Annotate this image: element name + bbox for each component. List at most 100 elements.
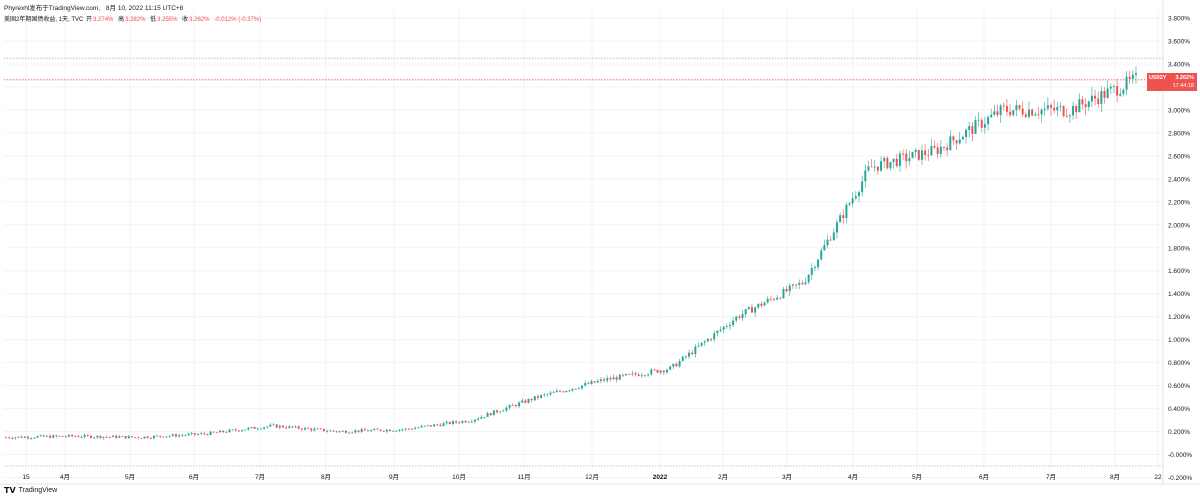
candle-body — [1135, 73, 1137, 75]
open-value: 3.274% — [93, 17, 114, 23]
x-tick-label: 6月 — [189, 473, 199, 481]
candle-body — [338, 431, 341, 433]
low-label: 低 — [150, 17, 157, 23]
candle-body — [983, 124, 986, 128]
candle-body — [713, 333, 716, 340]
candle-body — [64, 436, 67, 438]
candle-body — [212, 431, 215, 433]
last-price-badge: US02Y 3.262% 17:44:18 — [1147, 73, 1197, 91]
candle-body — [1116, 86, 1119, 96]
candle-body — [508, 405, 511, 408]
x-tick-label: 12月 — [585, 473, 599, 481]
low-value: 3.255% — [157, 17, 178, 23]
candle-body — [344, 430, 347, 433]
candle-body — [329, 430, 332, 432]
footer-logo-text: TradingView — [18, 487, 58, 494]
candle-body — [662, 370, 665, 373]
close-label: 收 — [182, 17, 189, 23]
candle-body — [590, 381, 593, 384]
x-tick-label: 15 — [22, 474, 30, 481]
candle-body — [678, 361, 681, 367]
candle-body — [1050, 105, 1053, 108]
candle-body — [187, 433, 190, 436]
candle-body — [1122, 89, 1125, 94]
candle-body — [924, 150, 927, 156]
candle-body — [184, 435, 187, 436]
candle-body — [892, 158, 895, 162]
candle-body — [942, 146, 945, 148]
candle-body — [445, 421, 448, 424]
candle-body — [518, 402, 521, 407]
candle-body — [17, 436, 20, 438]
candle-body — [118, 436, 121, 438]
candle-body — [222, 430, 225, 433]
candle-body — [1065, 115, 1068, 117]
candle-body — [974, 119, 977, 134]
candle-body — [842, 215, 845, 219]
candle-body — [968, 126, 971, 130]
candle-body — [357, 430, 360, 432]
candle-body — [574, 388, 577, 390]
candle-body — [442, 423, 445, 426]
candle-body — [993, 111, 996, 115]
candle-body — [1002, 105, 1005, 107]
candle-body — [1084, 104, 1087, 108]
candle-body — [521, 400, 524, 403]
candle-body — [593, 381, 596, 383]
candle-body — [656, 369, 659, 373]
candle-body — [360, 429, 363, 432]
candle-body — [653, 369, 656, 371]
y-tick-label: 0.200% — [1168, 429, 1190, 436]
candle-body — [990, 114, 993, 118]
candle-body — [883, 157, 886, 162]
open-label: 开 — [86, 17, 93, 23]
candle-body — [886, 157, 889, 169]
high-value: 3.282% — [125, 17, 146, 23]
candle-body — [83, 434, 86, 437]
close-value: 3.262% — [189, 17, 210, 23]
candle-body — [49, 435, 52, 438]
x-tick-label: 5月 — [125, 473, 135, 481]
candle-body — [80, 436, 83, 438]
candle-body — [700, 342, 703, 346]
candle-body — [385, 429, 388, 432]
x-tick-label: 8月 — [321, 473, 331, 481]
candle-body — [42, 435, 45, 437]
candle-body — [625, 373, 628, 376]
candle-body — [489, 413, 492, 416]
candle-body — [263, 427, 266, 429]
candle-body — [496, 410, 499, 413]
candle-body — [618, 374, 621, 380]
candle-body — [1053, 107, 1056, 111]
candle-body — [1015, 105, 1018, 111]
candle-body — [30, 437, 33, 439]
x-tick-label: 7月 — [255, 473, 265, 481]
candle-body — [810, 268, 813, 275]
x-tick-label: 2022 — [653, 474, 668, 481]
candle-body — [1059, 106, 1062, 108]
x-tick-label: 3月 — [782, 473, 792, 481]
candle-body — [395, 430, 398, 432]
x-tick-label: 9月 — [389, 473, 399, 481]
candle-body — [880, 161, 883, 171]
x-tick-label: 8月 — [1110, 473, 1120, 481]
candle-body — [127, 436, 130, 439]
candle-body — [1078, 99, 1081, 113]
candle-body — [1068, 115, 1071, 117]
candle-body — [241, 430, 244, 432]
candle-body — [215, 432, 218, 434]
candle-body — [640, 375, 643, 377]
candle-body — [1040, 109, 1043, 115]
candle-body — [936, 147, 939, 155]
chart-legend: 美国2年期国债收益, 1天, TVC 开3.274% 高3.282% 低3.25… — [4, 14, 262, 23]
candle-body — [961, 136, 964, 140]
candle-body — [392, 430, 395, 432]
candle-body — [376, 428, 379, 430]
tradingview-logo-icon: 𝗧𝗩 — [4, 486, 16, 495]
candle-body — [61, 435, 64, 437]
candle-body — [1009, 111, 1012, 116]
tradingview-footer[interactable]: 𝗧𝗩 TradingView — [4, 486, 57, 495]
candle-body — [776, 297, 779, 300]
candle-body — [763, 302, 766, 306]
